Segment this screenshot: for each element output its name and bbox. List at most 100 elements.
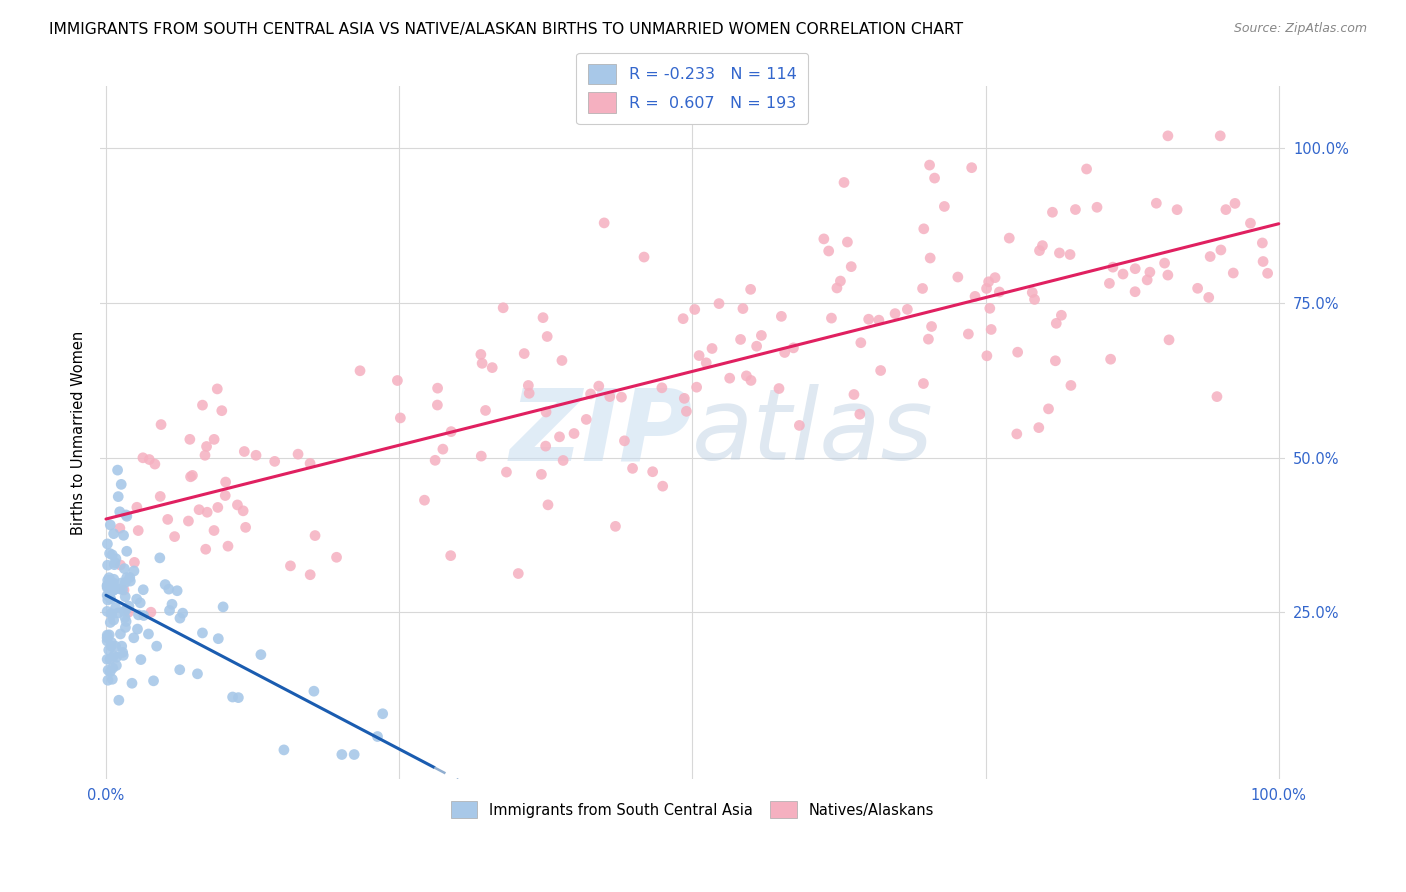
Point bbox=[517, 378, 540, 392]
Point bbox=[1085, 200, 1108, 214]
Point bbox=[105, 658, 128, 673]
Point bbox=[548, 430, 571, 444]
Point bbox=[125, 592, 148, 607]
Point bbox=[426, 398, 449, 412]
Point bbox=[1007, 345, 1029, 359]
Point bbox=[605, 519, 627, 533]
Point bbox=[918, 158, 941, 172]
Point bbox=[179, 433, 201, 447]
Point bbox=[129, 596, 152, 610]
Point bbox=[413, 493, 436, 508]
Point bbox=[97, 558, 120, 573]
Point bbox=[299, 457, 322, 471]
Point bbox=[202, 433, 225, 447]
Point bbox=[139, 605, 162, 619]
Text: ZIP: ZIP bbox=[509, 384, 692, 482]
Point bbox=[115, 508, 138, 522]
Point bbox=[551, 353, 574, 368]
Point bbox=[1042, 205, 1064, 219]
Point bbox=[263, 454, 285, 468]
Point bbox=[440, 425, 463, 439]
Point bbox=[166, 583, 188, 598]
Point bbox=[96, 537, 118, 551]
Point bbox=[138, 452, 160, 467]
Point bbox=[389, 411, 412, 425]
Point bbox=[842, 387, 865, 401]
Point bbox=[740, 282, 762, 296]
Point bbox=[325, 550, 347, 565]
Point bbox=[98, 590, 121, 604]
Point bbox=[707, 296, 730, 310]
Point bbox=[103, 558, 125, 572]
Point bbox=[700, 342, 723, 356]
Point bbox=[988, 285, 1011, 299]
Point bbox=[103, 648, 125, 663]
Point bbox=[1028, 420, 1050, 434]
Point bbox=[553, 453, 575, 467]
Point bbox=[245, 448, 267, 462]
Point bbox=[273, 743, 295, 757]
Point bbox=[108, 505, 131, 519]
Point bbox=[349, 364, 371, 378]
Point bbox=[1153, 256, 1175, 270]
Point bbox=[107, 606, 129, 620]
Point bbox=[195, 440, 218, 454]
Point bbox=[163, 530, 186, 544]
Point bbox=[103, 575, 125, 590]
Point bbox=[115, 571, 138, 585]
Point bbox=[534, 439, 557, 453]
Point bbox=[100, 607, 122, 622]
Point bbox=[481, 360, 503, 375]
Point bbox=[127, 622, 149, 636]
Point bbox=[1123, 261, 1146, 276]
Point bbox=[207, 500, 229, 515]
Point bbox=[820, 311, 842, 326]
Point bbox=[531, 310, 554, 325]
Point bbox=[672, 311, 695, 326]
Point bbox=[115, 615, 138, 629]
Point bbox=[156, 512, 179, 526]
Point bbox=[718, 371, 741, 385]
Point bbox=[287, 447, 309, 461]
Point bbox=[921, 319, 943, 334]
Point bbox=[110, 558, 132, 572]
Point bbox=[1157, 333, 1180, 347]
Point bbox=[110, 477, 132, 491]
Point bbox=[513, 346, 536, 360]
Point bbox=[839, 260, 862, 274]
Point bbox=[100, 591, 122, 606]
Point bbox=[250, 648, 273, 662]
Point bbox=[1050, 308, 1073, 322]
Point bbox=[1206, 390, 1229, 404]
Point bbox=[830, 274, 852, 288]
Point bbox=[110, 576, 132, 591]
Point bbox=[1049, 246, 1071, 260]
Point bbox=[745, 339, 768, 353]
Point bbox=[108, 693, 131, 707]
Point bbox=[1136, 273, 1159, 287]
Point bbox=[103, 572, 125, 586]
Point bbox=[194, 542, 217, 557]
Point bbox=[813, 232, 835, 246]
Point bbox=[155, 577, 177, 591]
Point bbox=[1102, 260, 1125, 275]
Point bbox=[149, 550, 172, 565]
Point bbox=[1209, 128, 1232, 143]
Point bbox=[1024, 293, 1046, 307]
Point bbox=[869, 363, 891, 377]
Point bbox=[980, 322, 1002, 336]
Point bbox=[121, 676, 143, 690]
Point bbox=[117, 605, 139, 619]
Point bbox=[150, 417, 173, 432]
Point bbox=[530, 467, 553, 482]
Point bbox=[688, 349, 710, 363]
Text: Source: ZipAtlas.com: Source: ZipAtlas.com bbox=[1233, 22, 1367, 36]
Point bbox=[1038, 401, 1060, 416]
Point bbox=[633, 250, 655, 264]
Point bbox=[1028, 244, 1050, 258]
Point bbox=[127, 607, 149, 622]
Point bbox=[127, 524, 149, 538]
Point bbox=[579, 387, 602, 401]
Point bbox=[100, 639, 122, 653]
Point bbox=[979, 301, 1001, 316]
